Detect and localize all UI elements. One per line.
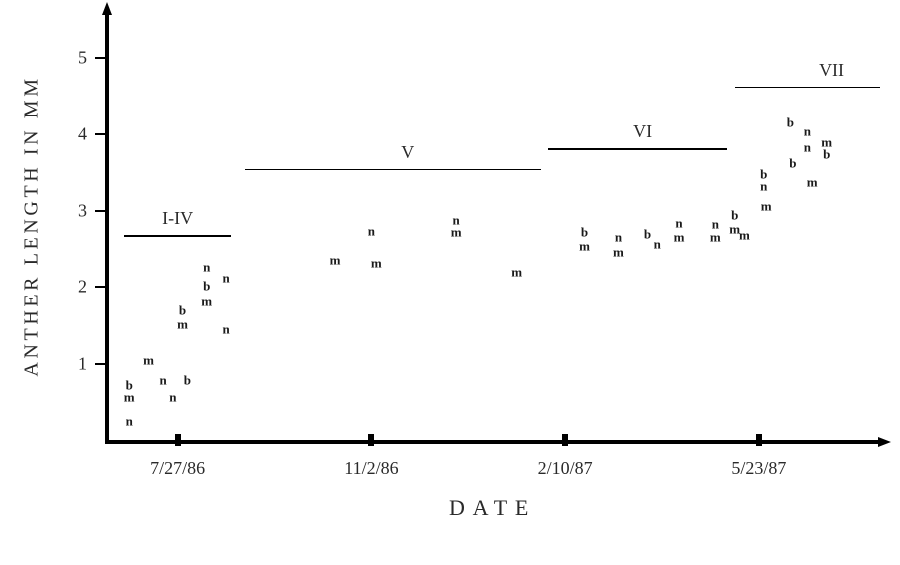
data-point: b <box>644 227 651 240</box>
data-point: m <box>451 226 462 239</box>
stage-label: VII <box>819 60 844 81</box>
y-tick-label: 2 <box>78 277 87 298</box>
data-point: n <box>222 323 229 336</box>
data-point: b <box>731 209 738 222</box>
y-tick <box>95 286 105 288</box>
x-axis-arrow-icon <box>878 437 891 447</box>
y-axis-label: ANTHER LENGTH IN MM <box>21 75 44 376</box>
data-point: n <box>160 374 167 387</box>
data-point: m <box>177 317 188 330</box>
data-point: b <box>581 226 588 239</box>
data-point: m <box>579 239 590 252</box>
data-point: b <box>184 374 191 387</box>
data-point: b <box>787 116 794 129</box>
x-tick <box>175 434 181 446</box>
data-point: n <box>203 261 210 274</box>
x-tick-label: 7/27/86 <box>150 458 205 479</box>
data-point: m <box>613 245 624 258</box>
y-axis <box>105 12 109 444</box>
data-point: n <box>675 216 682 229</box>
data-point: m <box>807 175 818 188</box>
data-point: n <box>654 238 661 251</box>
scatter-chart: ANTHER LENGTH IN MM DATE 1 2 3 4 5 7/27/86 11/… <box>0 0 900 565</box>
x-tick <box>756 434 762 446</box>
x-axis <box>105 440 880 444</box>
x-axis-label: DATE <box>449 495 536 521</box>
x-tick-label: 2/10/87 <box>538 458 593 479</box>
y-tick-label: 5 <box>78 47 87 68</box>
data-point: m <box>761 200 772 213</box>
data-point: n <box>760 180 767 193</box>
data-point: m <box>201 294 212 307</box>
y-tick <box>95 57 105 59</box>
data-point: n <box>222 271 229 284</box>
y-tick-label: 4 <box>78 124 87 145</box>
data-point: n <box>169 391 176 404</box>
data-point: b <box>823 148 830 161</box>
data-point: n <box>804 140 811 153</box>
y-axis-arrow-icon <box>102 2 112 15</box>
x-tick <box>368 434 374 446</box>
data-point: m <box>143 353 154 366</box>
data-point: n <box>126 414 133 427</box>
stage-line <box>124 235 231 237</box>
data-point: m <box>739 229 750 242</box>
stage-line <box>735 87 880 89</box>
data-point: b <box>179 304 186 317</box>
y-tick-label: 3 <box>78 200 87 221</box>
stage-label: I-IV <box>162 208 193 229</box>
y-tick <box>95 210 105 212</box>
y-tick <box>95 133 105 135</box>
data-point: b <box>789 157 796 170</box>
stage-label: VI <box>633 121 652 142</box>
data-point: m <box>371 256 382 269</box>
y-tick-label: 1 <box>78 353 87 374</box>
data-point: m <box>124 391 135 404</box>
y-tick <box>95 363 105 365</box>
data-point: m <box>511 265 522 278</box>
data-point: n <box>804 125 811 138</box>
data-point: m <box>710 230 721 243</box>
data-point: n <box>615 230 622 243</box>
data-point: b <box>203 279 210 292</box>
data-point: n <box>368 224 375 237</box>
x-tick-label: 11/2/86 <box>344 458 398 479</box>
stage-label: V <box>401 142 414 163</box>
x-tick-label: 5/23/87 <box>731 458 786 479</box>
data-point: m <box>674 230 685 243</box>
x-tick <box>562 434 568 446</box>
data-point: m <box>330 254 341 267</box>
stage-line <box>548 148 727 150</box>
stage-line <box>245 169 540 171</box>
